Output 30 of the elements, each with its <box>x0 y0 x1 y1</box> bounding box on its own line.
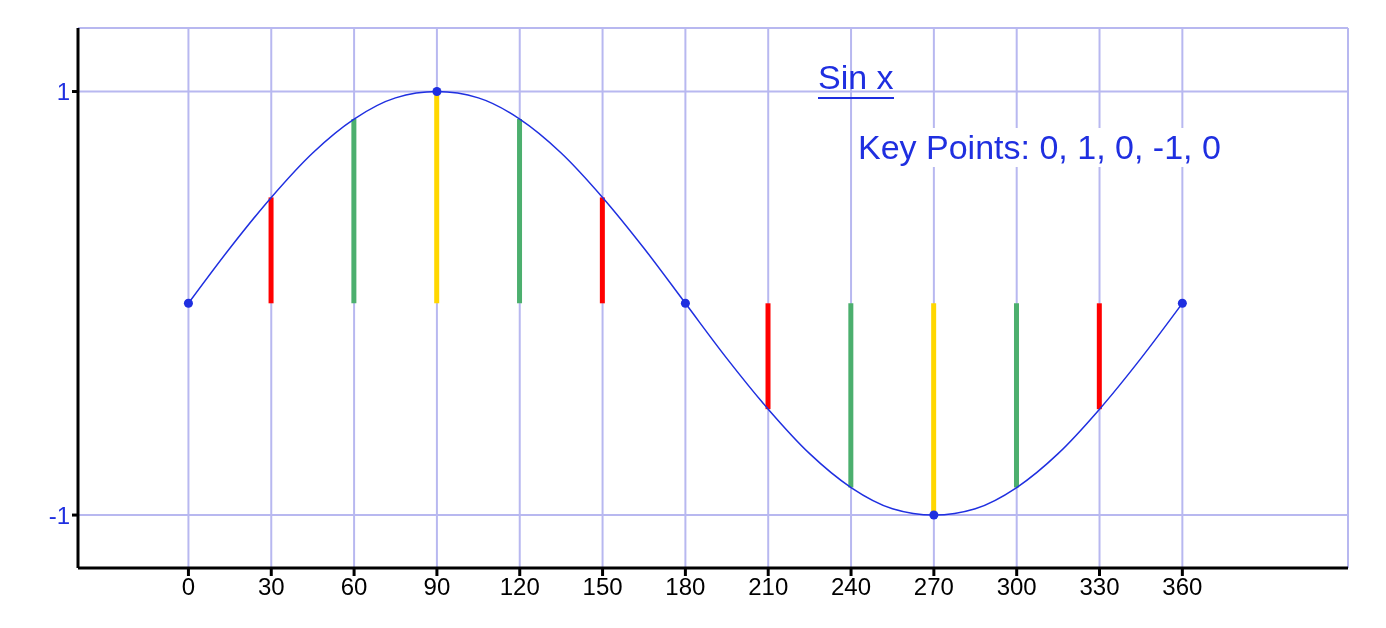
x-tick-label: 120 <box>499 573 540 601</box>
point <box>1177 298 1187 308</box>
bar <box>517 119 523 304</box>
x-tick-label: 30 <box>257 573 285 601</box>
bar <box>1096 303 1102 410</box>
bar <box>1013 303 1019 488</box>
x-tick-label: 270 <box>913 573 954 601</box>
point <box>183 298 193 308</box>
x-tick-label: 180 <box>665 573 706 601</box>
y-tick-label: -1 <box>48 501 70 529</box>
point <box>929 510 939 520</box>
bar <box>268 197 274 304</box>
x-tick-label: 240 <box>831 573 872 601</box>
bar <box>599 197 605 304</box>
annotation: Key Points: 0, 1, 0, -1, 0 <box>858 128 1221 167</box>
bar <box>848 303 854 488</box>
bar <box>351 119 357 304</box>
point <box>432 87 442 97</box>
x-tick-label: 360 <box>1162 573 1203 601</box>
x-tick-label: 60 <box>340 573 368 601</box>
y-tick-label: 1 <box>56 78 70 106</box>
x-tick-label: 90 <box>423 573 451 601</box>
x-tick-label: 300 <box>996 573 1037 601</box>
x-tick-label: 150 <box>582 573 623 601</box>
bar <box>765 303 771 410</box>
x-tick-label: 0 <box>181 573 196 601</box>
text: Sin x <box>818 58 894 99</box>
point <box>680 298 690 308</box>
x-tick-label: 330 <box>1079 573 1120 601</box>
x-tick-label: 210 <box>748 573 789 601</box>
